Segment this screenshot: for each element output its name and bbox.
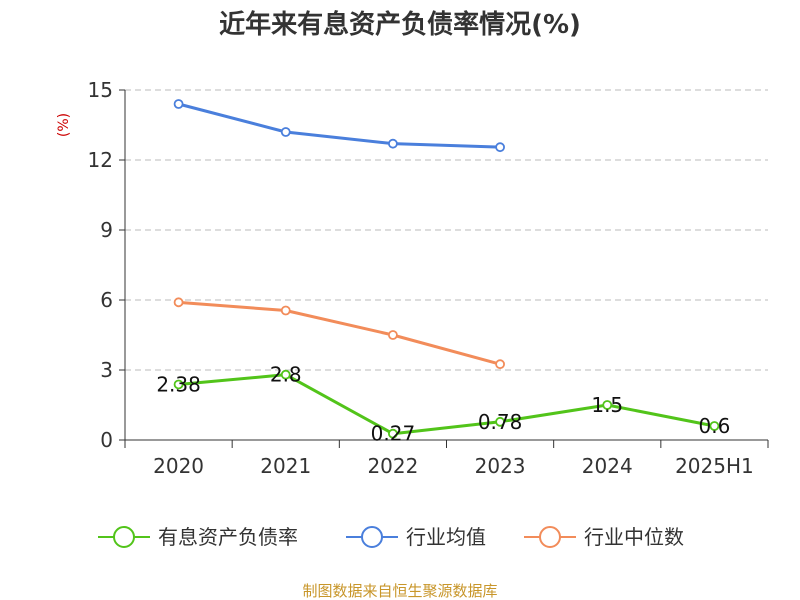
- y-tick-label: 6: [100, 288, 113, 312]
- data-label-layer: 2.38 2.8 0.27 0.78 1.5 0.6: [156, 363, 730, 446]
- y-tick-label: 0: [100, 428, 113, 452]
- grid-layer: [125, 89, 768, 371]
- series-line: [178, 373, 715, 436]
- chart-title: 近年来有息资产负债率情况(%): [219, 9, 581, 40]
- data-label: 2.38: [156, 372, 201, 396]
- y-tick-label: 15: [88, 78, 113, 102]
- series-layer: [173, 99, 720, 439]
- source-note: 制图数据来自恒生聚源数据库: [302, 582, 497, 600]
- x-tick-label: 2022: [367, 454, 418, 478]
- data-point: [602, 400, 613, 410]
- legend-label: 行业中位数: [584, 525, 684, 549]
- data-point: [280, 305, 291, 316]
- data-point: [173, 379, 184, 390]
- legend-marker: [539, 526, 561, 548]
- x-tick-label: 2021: [260, 454, 311, 478]
- data-point: [495, 359, 505, 370]
- data-point: [280, 127, 291, 137]
- y-tick-label: 9: [100, 218, 113, 242]
- data-label: 2.8: [270, 363, 302, 387]
- series-line: [178, 102, 501, 149]
- legend-marker: [361, 526, 383, 548]
- data-point: [173, 297, 184, 308]
- x-tick-label: 2020: [153, 454, 204, 478]
- data-point: [280, 369, 291, 380]
- data-label: 0.78: [478, 410, 523, 434]
- data-point: [388, 138, 398, 149]
- data-point: [173, 99, 184, 109]
- data-label: 0.6: [699, 414, 731, 438]
- x-tick-label: 2023: [475, 454, 526, 478]
- data-point: [495, 142, 505, 153]
- data-point: [388, 428, 398, 439]
- x-tick-label: 2024: [582, 454, 633, 478]
- series-line: [178, 300, 501, 366]
- data-label: 0.27: [371, 422, 416, 446]
- legend: 有息资产负债率 行业均值 行业中位数: [98, 525, 684, 549]
- axis-layer: 0 3 6 9 12 15 2020 2021 2022 2023 2024 2025H1: [88, 78, 769, 478]
- y-tick-label: 12: [88, 148, 113, 172]
- y-tick-label: 3: [100, 358, 113, 382]
- data-label: 1.5: [591, 393, 623, 417]
- legend-label: 有息资产负债率: [158, 525, 298, 549]
- legend-label: 行业均值: [406, 525, 486, 549]
- data-point: [495, 416, 505, 427]
- y-axis-label: (%): [56, 113, 72, 137]
- legend-marker: [113, 526, 135, 548]
- data-point: [709, 421, 720, 431]
- data-point: [388, 330, 398, 340]
- x-tick-label: 2025H1: [675, 454, 754, 478]
